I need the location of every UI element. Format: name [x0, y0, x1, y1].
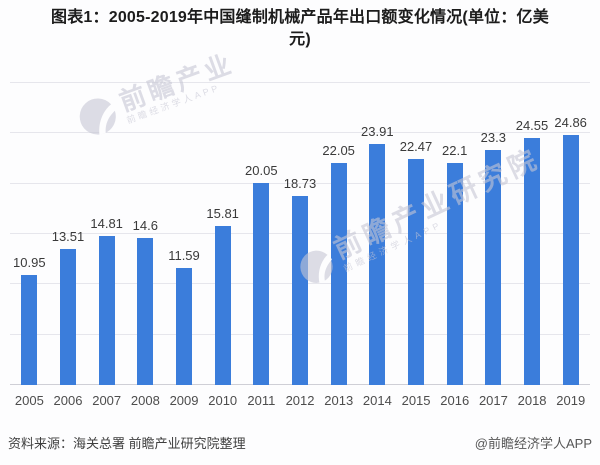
- bar-slot-2010: 15.81: [203, 83, 242, 385]
- bar-slot-2018: 24.55: [513, 83, 552, 385]
- value-label-2018: 24.55: [515, 117, 549, 133]
- footer-credit: @前瞻经济学人APP: [474, 436, 592, 451]
- x-label-2019: 2019: [556, 393, 586, 408]
- bar-2015: [407, 158, 424, 385]
- bar-slot-2007: 14.81: [87, 83, 126, 385]
- x-label-2008: 2008: [130, 393, 160, 408]
- x-label-2018: 2018: [517, 393, 547, 408]
- x-label-2005: 2005: [14, 393, 44, 408]
- bar-slot-2017: 23.3: [474, 83, 513, 385]
- value-label-2011: 20.05: [245, 163, 278, 179]
- value-label-2006: 13.51: [51, 229, 85, 244]
- value-label-2009: 11.59: [168, 248, 200, 264]
- bar-slot-2019: 24.86: [551, 83, 590, 385]
- bar-slot-2013: 22.05: [319, 83, 358, 385]
- x-label-2013: 2013: [324, 393, 354, 408]
- x-label-2017: 2017: [478, 393, 508, 408]
- bar-slot-2005: 10.95: [10, 83, 49, 385]
- bar-slot-2006: 13.51: [49, 83, 88, 385]
- bar-2011: [253, 183, 270, 385]
- chart-title-line2: 元): [289, 31, 311, 49]
- bar-2010: [214, 225, 231, 385]
- x-label-2007: 2007: [92, 393, 122, 408]
- bar-slot-2009: 11.59: [165, 83, 204, 385]
- footer-source: 资料来源：海关总署 前瞻产业研究院整理: [8, 436, 246, 451]
- gridline-20: [10, 182, 590, 184]
- x-label-2015: 2015: [401, 393, 431, 408]
- x-label-2016: 2016: [440, 393, 470, 408]
- bar-2006: [59, 249, 76, 385]
- value-label-2007: 14.81: [90, 215, 123, 231]
- gridline-25: [10, 132, 590, 134]
- bar-2016: [446, 162, 463, 385]
- x-label-2006: 2006: [53, 393, 83, 408]
- bar-2008: [137, 238, 154, 385]
- bar-slot-2015: 22.47: [397, 83, 436, 385]
- bar-2005: [21, 274, 38, 385]
- bar-slot-2011: 20.05: [242, 83, 281, 385]
- value-label-2008: 14.6: [132, 218, 158, 234]
- value-label-2019: 24.86: [554, 114, 587, 130]
- plot-area: 10.95 13.51 14.81 14.6 11.59 15.81 20.05 18.73 2…: [10, 82, 590, 385]
- value-label-2016: 22.1: [442, 142, 468, 158]
- x-label-2014: 2014: [362, 393, 392, 408]
- value-label-2017: 23.3: [480, 130, 506, 146]
- bar-2019: [562, 134, 579, 385]
- value-label-2010: 15.81: [206, 205, 239, 221]
- bar-slot-2016: 22.1: [435, 83, 474, 385]
- chart-title-line1: 图表1：2005-2019年中国缝制机械产品年出口额变化情况(单位：亿美: [51, 9, 549, 26]
- bar-2014: [369, 144, 386, 385]
- x-label-2010: 2010: [208, 393, 238, 408]
- bar-2007: [98, 235, 115, 385]
- value-label-2014: 23.91: [361, 124, 394, 140]
- bar-2013: [330, 163, 347, 385]
- bar-2017: [485, 150, 502, 385]
- bar-2018: [523, 137, 540, 385]
- x-label-2009: 2009: [169, 393, 199, 408]
- bar-2012: [291, 196, 308, 385]
- value-label-2012: 18.73: [283, 176, 317, 192]
- gridline-30: [10, 82, 590, 83]
- value-label-2015: 22.47: [399, 138, 433, 154]
- bar-slot-2012: 18.73: [281, 83, 320, 385]
- bar-2009: [175, 268, 192, 385]
- x-axis: 2005 2006 2007 2008 2009 2010 2011 2012 2013 2014…: [10, 393, 590, 408]
- bar-slot-2008: 14.6: [126, 83, 165, 385]
- chart-title: 图表1：2005-2019年中国缝制机械产品年出口额变化情况(单位：亿美 元): [20, 7, 580, 52]
- value-label-2005: 10.95: [13, 254, 46, 270]
- x-label-2011: 2011: [247, 393, 276, 408]
- x-label-2012: 2012: [285, 393, 315, 408]
- value-label-2013: 22.05: [322, 143, 355, 159]
- bar-slot-2014: 23.91: [358, 83, 397, 385]
